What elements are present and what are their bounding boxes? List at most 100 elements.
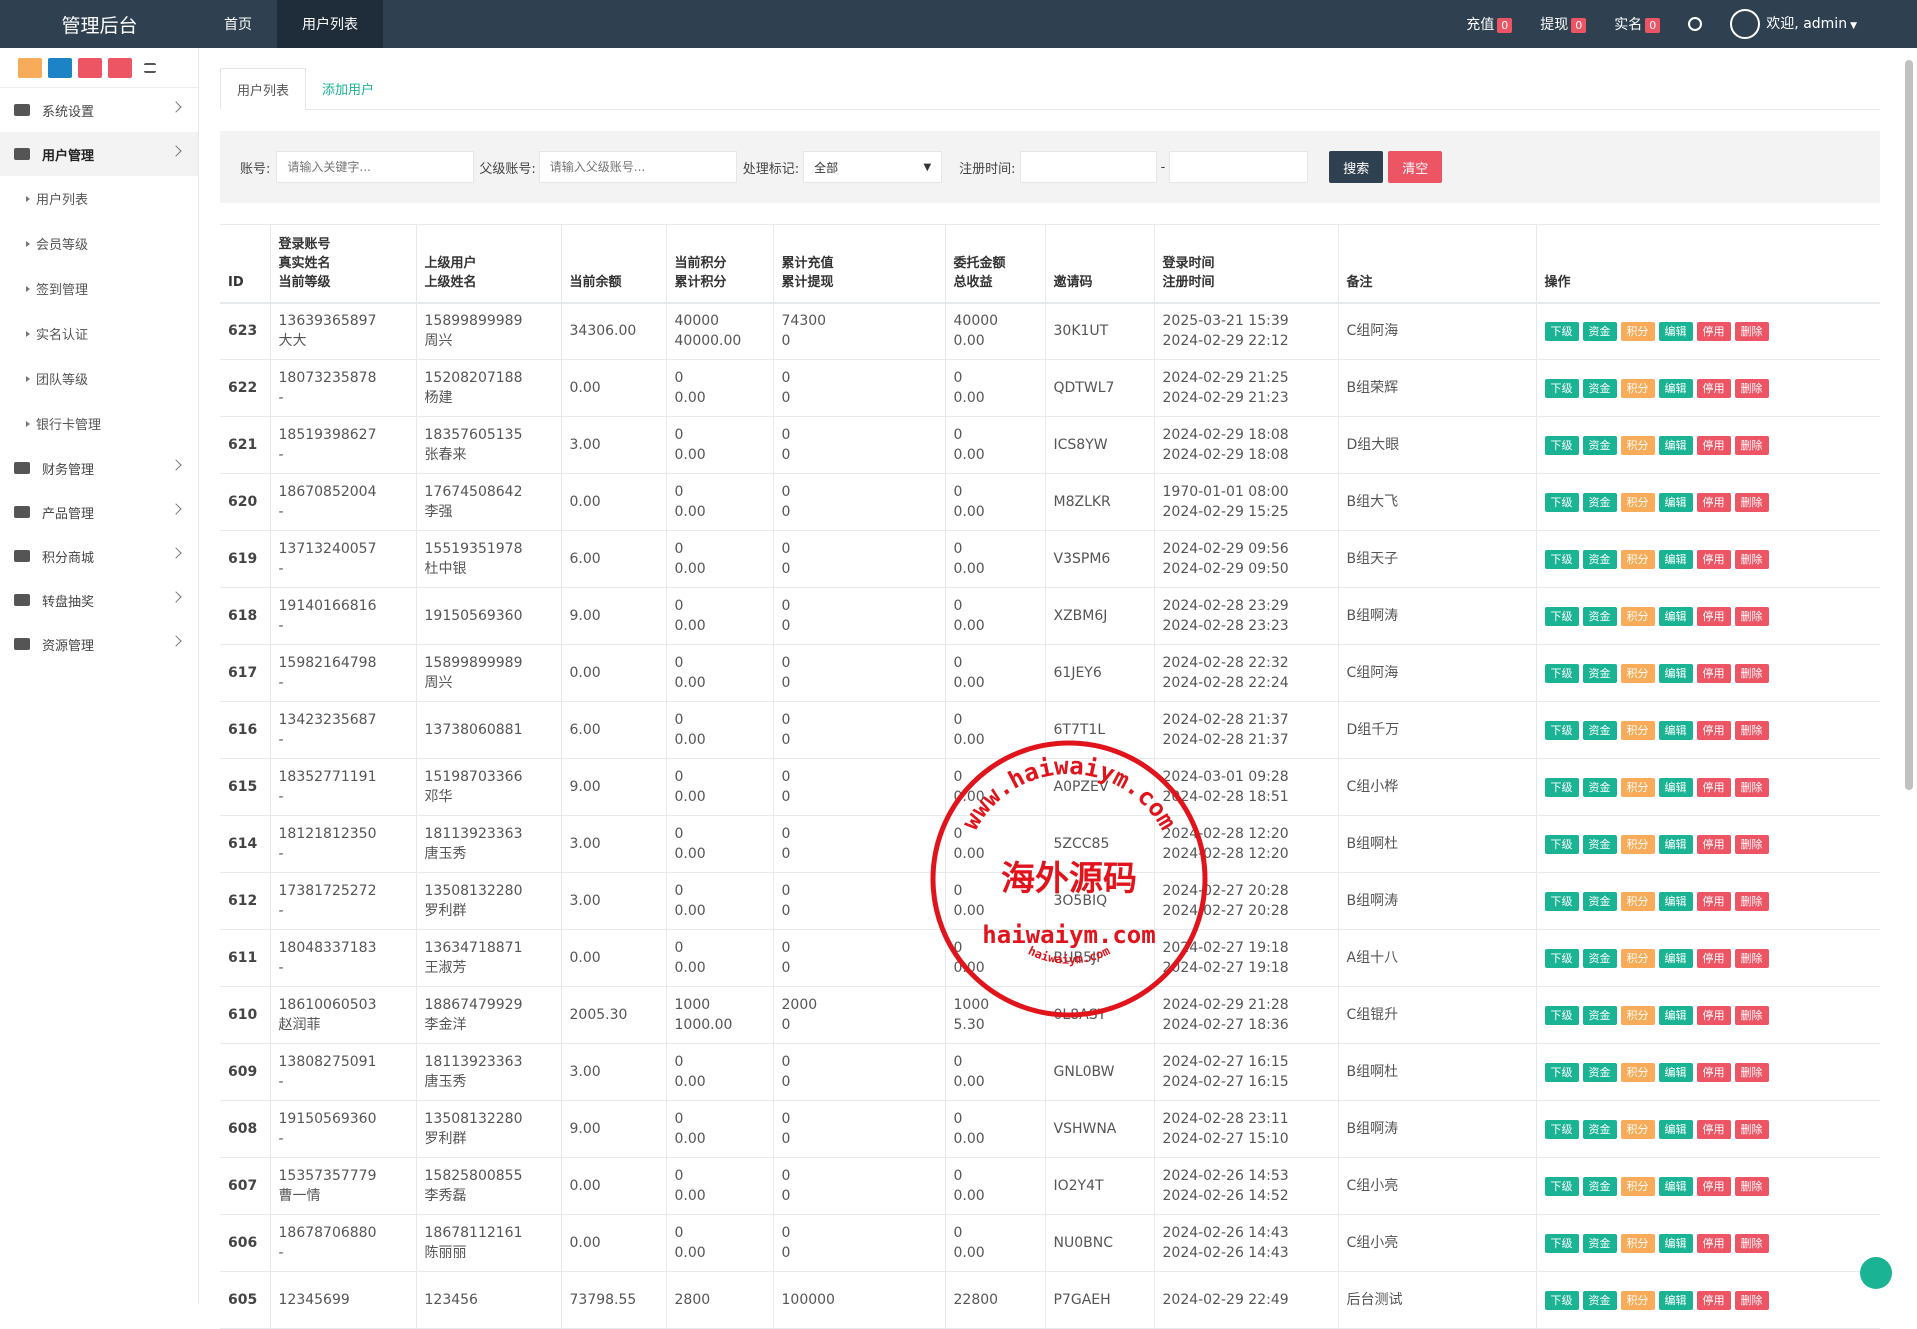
action-button[interactable]: 下级 — [1544, 1234, 1579, 1253]
action-button[interactable]: 积分 — [1620, 607, 1655, 626]
action-button[interactable]: 删除 — [1734, 1006, 1769, 1025]
menu-item[interactable]: 积分商城 — [0, 534, 198, 578]
action-button[interactable]: 资金 — [1582, 1291, 1617, 1310]
action-button[interactable]: 下级 — [1544, 664, 1579, 683]
action-button[interactable]: 资金 — [1582, 1234, 1617, 1253]
action-button[interactable]: 积分 — [1620, 1234, 1655, 1253]
tab[interactable]: 用户列表 — [220, 68, 307, 110]
action-button[interactable]: 积分 — [1620, 1177, 1655, 1196]
action-button[interactable]: 删除 — [1734, 607, 1769, 626]
scrollbar[interactable] — [1905, 60, 1913, 790]
action-button[interactable]: 积分 — [1620, 436, 1655, 455]
action-button[interactable]: 编辑 — [1658, 778, 1693, 797]
action-button[interactable]: 编辑 — [1658, 1177, 1693, 1196]
action-button[interactable]: 资金 — [1582, 892, 1617, 911]
action-button[interactable]: 下级 — [1544, 550, 1579, 569]
action-button[interactable]: 积分 — [1620, 664, 1655, 683]
action-button[interactable]: 编辑 — [1658, 322, 1693, 342]
action-button[interactable]: 积分 — [1620, 892, 1655, 911]
action-button[interactable]: 删除 — [1734, 322, 1769, 342]
action-button[interactable]: 编辑 — [1658, 1063, 1693, 1082]
action-button[interactable]: 删除 — [1734, 379, 1769, 398]
action-button[interactable]: 积分 — [1620, 379, 1655, 398]
action-button[interactable]: 下级 — [1544, 607, 1579, 626]
menu-item[interactable]: 用户管理 — [0, 132, 198, 176]
action-button[interactable]: 停用 — [1696, 1006, 1731, 1025]
submenu-item[interactable]: 实名认证 — [0, 311, 198, 356]
account-input[interactable] — [276, 151, 475, 183]
action-button[interactable]: 停用 — [1696, 835, 1731, 854]
action-button[interactable]: 删除 — [1734, 493, 1769, 512]
action-button[interactable]: 资金 — [1582, 436, 1617, 455]
action-button[interactable]: 停用 — [1696, 721, 1731, 740]
action-button[interactable]: 积分 — [1620, 1006, 1655, 1025]
flag-select[interactable]: 全部 ▼ — [803, 151, 943, 183]
menu-item[interactable]: 转盘抽奖 — [0, 578, 198, 622]
time-start[interactable] — [1019, 151, 1157, 183]
action-button[interactable]: 编辑 — [1658, 1120, 1693, 1139]
action-button[interactable]: 删除 — [1734, 835, 1769, 854]
tool-home[interactable] — [18, 57, 42, 78]
action-button[interactable]: 停用 — [1696, 436, 1731, 455]
action-button[interactable]: 停用 — [1696, 379, 1731, 398]
action-button[interactable]: 编辑 — [1658, 949, 1693, 968]
submenu-item[interactable]: 会员等级 — [0, 221, 198, 266]
menu-item[interactable]: 财务管理 — [0, 446, 198, 490]
submenu-item[interactable]: 银行卡管理 — [0, 401, 198, 446]
user-menu[interactable]: 欢迎, admin ▼ — [1730, 9, 1857, 39]
action-button[interactable]: 编辑 — [1658, 835, 1693, 854]
action-button[interactable]: 积分 — [1620, 949, 1655, 968]
action-button[interactable]: 资金 — [1582, 835, 1617, 854]
action-button[interactable]: 积分 — [1620, 1120, 1655, 1139]
action-button[interactable]: 下级 — [1544, 379, 1579, 398]
action-button[interactable]: 资金 — [1582, 664, 1617, 683]
action-button[interactable]: 下级 — [1544, 1063, 1579, 1082]
tool-file[interactable] — [48, 57, 72, 78]
action-button[interactable]: 删除 — [1734, 892, 1769, 911]
action-button[interactable]: 资金 — [1582, 1006, 1617, 1025]
action-button[interactable]: 下级 — [1544, 1291, 1579, 1310]
action-button[interactable]: 积分 — [1620, 835, 1655, 854]
action-button[interactable]: 下级 — [1544, 892, 1579, 911]
action-button[interactable]: 停用 — [1696, 607, 1731, 626]
action-button[interactable]: 下级 — [1544, 835, 1579, 854]
refresh-icon[interactable] — [1688, 17, 1703, 31]
action-button[interactable]: 停用 — [1696, 1063, 1731, 1082]
action-button[interactable]: 停用 — [1696, 892, 1731, 911]
action-button[interactable]: 删除 — [1734, 436, 1769, 455]
action-button[interactable]: 编辑 — [1658, 550, 1693, 569]
stat-item[interactable]: 充值 0 — [1466, 14, 1513, 34]
action-button[interactable]: 删除 — [1734, 778, 1769, 797]
action-button[interactable]: 资金 — [1582, 721, 1617, 740]
action-button[interactable]: 资金 — [1582, 949, 1617, 968]
action-button[interactable]: 删除 — [1734, 721, 1769, 740]
action-button[interactable]: 下级 — [1544, 322, 1579, 342]
action-button[interactable]: 资金 — [1582, 778, 1617, 797]
tool-trash[interactable] — [78, 57, 102, 78]
time-end[interactable] — [1169, 151, 1309, 183]
action-button[interactable]: 停用 — [1696, 1177, 1731, 1196]
action-button[interactable]: 资金 — [1582, 493, 1617, 512]
action-button[interactable]: 资金 — [1582, 1063, 1617, 1082]
action-button[interactable]: 下级 — [1544, 778, 1579, 797]
search-button[interactable]: 搜索 — [1329, 151, 1384, 183]
action-button[interactable]: 积分 — [1620, 550, 1655, 569]
action-button[interactable]: 删除 — [1734, 550, 1769, 569]
stat-item[interactable]: 实名 0 — [1614, 14, 1661, 34]
action-button[interactable]: 资金 — [1582, 607, 1617, 626]
action-button[interactable]: 下级 — [1544, 436, 1579, 455]
action-button[interactable]: 编辑 — [1658, 1006, 1693, 1025]
action-button[interactable]: 删除 — [1734, 1063, 1769, 1082]
action-button[interactable]: 编辑 — [1658, 1234, 1693, 1253]
action-button[interactable]: 停用 — [1696, 778, 1731, 797]
action-button[interactable]: 编辑 — [1658, 721, 1693, 740]
action-button[interactable]: 删除 — [1734, 664, 1769, 683]
action-button[interactable]: 资金 — [1582, 550, 1617, 569]
action-button[interactable]: 积分 — [1620, 493, 1655, 512]
submenu-item[interactable]: 团队等级 — [0, 356, 198, 401]
action-button[interactable]: 下级 — [1544, 949, 1579, 968]
action-button[interactable]: 编辑 — [1658, 493, 1693, 512]
action-button[interactable]: 停用 — [1696, 493, 1731, 512]
action-button[interactable]: 编辑 — [1658, 892, 1693, 911]
action-button[interactable]: 资金 — [1582, 1120, 1617, 1139]
